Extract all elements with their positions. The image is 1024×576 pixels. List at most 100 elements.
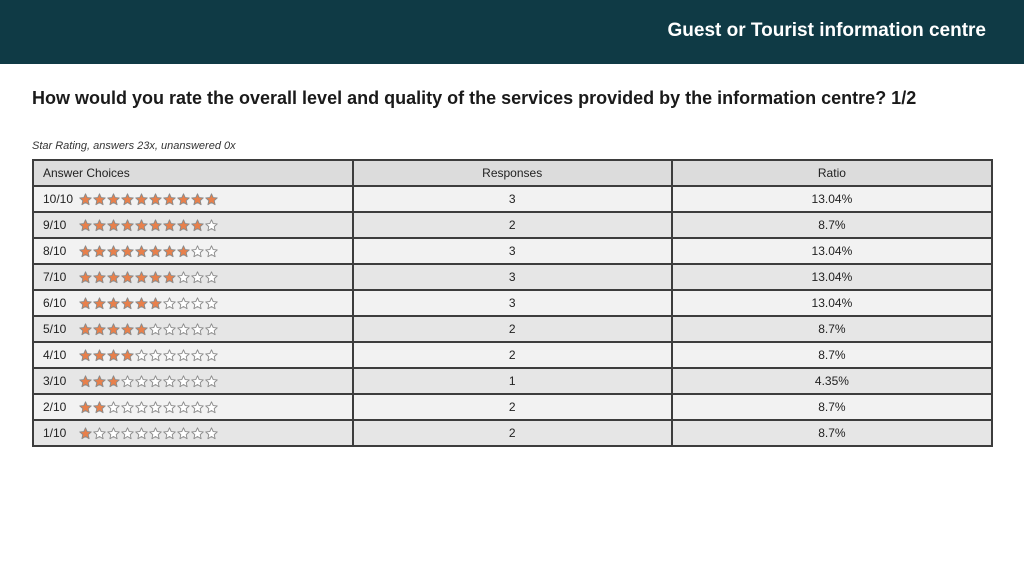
star-filled-icon bbox=[163, 218, 176, 231]
star-filled-icon bbox=[177, 192, 190, 205]
star-filled-icon bbox=[135, 322, 148, 335]
ratio-cell: 13.04% bbox=[670, 263, 994, 291]
responses-cell: 2 bbox=[351, 211, 673, 239]
responses-cell: 2 bbox=[351, 341, 673, 369]
star-empty-icon bbox=[191, 400, 204, 413]
star-filled-icon bbox=[79, 374, 92, 387]
table-header-row: Answer Choices Responses Ratio bbox=[32, 159, 994, 187]
star-filled-icon bbox=[79, 348, 92, 361]
star-empty-icon bbox=[177, 296, 190, 309]
star-filled-icon bbox=[121, 192, 134, 205]
table-row: 2/10 2 8.7% bbox=[32, 393, 994, 421]
table-row: 4/10 2 8.7% bbox=[32, 341, 994, 369]
star-filled-icon bbox=[177, 244, 190, 257]
ratio-cell: 8.7% bbox=[670, 341, 994, 369]
star-filled-icon bbox=[107, 296, 120, 309]
table-row: 6/10 3 13.04% bbox=[32, 289, 994, 317]
star-filled-icon bbox=[121, 348, 134, 361]
question-subtitle: Star Rating, answers 23x, unanswered 0x bbox=[32, 140, 236, 152]
star-filled-icon bbox=[149, 218, 162, 231]
star-empty-icon bbox=[205, 348, 218, 361]
answer-choice-label: 6/10 bbox=[43, 296, 67, 310]
star-empty-icon bbox=[191, 244, 204, 257]
star-empty-icon bbox=[191, 296, 204, 309]
results-table: Answer Choices Responses Ratio 10/10 3 13.… bbox=[32, 159, 994, 447]
star-filled-icon bbox=[135, 192, 148, 205]
answer-choice-cell: 10/10 bbox=[32, 185, 354, 213]
star-empty-icon bbox=[149, 322, 162, 335]
star-filled-icon bbox=[149, 244, 162, 257]
star-filled-icon bbox=[79, 426, 92, 439]
star-filled-icon bbox=[163, 192, 176, 205]
table-row: 8/10 3 13.04% bbox=[32, 237, 994, 265]
star-empty-icon bbox=[191, 322, 204, 335]
star-filled-icon bbox=[135, 218, 148, 231]
star-rating bbox=[79, 218, 218, 232]
answer-choice-cell: 7/10 bbox=[32, 263, 354, 291]
answer-choice-cell: 6/10 bbox=[32, 289, 354, 317]
answer-choice-cell: 9/10 bbox=[32, 211, 354, 239]
answer-choice-label: 5/10 bbox=[43, 322, 67, 336]
star-empty-icon bbox=[205, 374, 218, 387]
star-rating bbox=[79, 244, 218, 258]
responses-cell: 2 bbox=[351, 393, 673, 421]
star-rating bbox=[79, 296, 218, 310]
star-filled-icon bbox=[79, 296, 92, 309]
ratio-cell: 8.7% bbox=[670, 419, 994, 447]
star-rating bbox=[79, 426, 218, 440]
star-filled-icon bbox=[93, 244, 106, 257]
star-empty-icon bbox=[149, 348, 162, 361]
star-filled-icon bbox=[93, 270, 106, 283]
star-filled-icon bbox=[107, 322, 120, 335]
star-empty-icon bbox=[177, 426, 190, 439]
answer-choice-cell: 5/10 bbox=[32, 315, 354, 343]
responses-cell: 3 bbox=[351, 185, 673, 213]
star-empty-icon bbox=[149, 374, 162, 387]
star-empty-icon bbox=[107, 426, 120, 439]
star-empty-icon bbox=[163, 348, 176, 361]
table-row: 5/10 2 8.7% bbox=[32, 315, 994, 343]
star-empty-icon bbox=[121, 426, 134, 439]
responses-cell: 3 bbox=[351, 263, 673, 291]
answer-choice-label: 7/10 bbox=[43, 270, 67, 284]
responses-cell: 2 bbox=[351, 419, 673, 447]
star-empty-icon bbox=[205, 322, 218, 335]
answer-choice-label: 8/10 bbox=[43, 244, 67, 258]
star-filled-icon bbox=[93, 218, 106, 231]
table-row: 9/10 2 8.7% bbox=[32, 211, 994, 239]
star-empty-icon bbox=[177, 270, 190, 283]
star-rating bbox=[79, 348, 218, 362]
star-empty-icon bbox=[163, 426, 176, 439]
responses-cell: 2 bbox=[351, 315, 673, 343]
header-answer-choices: Answer Choices bbox=[32, 159, 354, 187]
star-empty-icon bbox=[163, 296, 176, 309]
star-filled-icon bbox=[149, 296, 162, 309]
header-bar: Guest or Tourist information centre bbox=[0, 0, 1024, 64]
star-filled-icon bbox=[135, 296, 148, 309]
answer-choice-label: 1/10 bbox=[43, 426, 67, 440]
star-empty-icon bbox=[205, 244, 218, 257]
ratio-cell: 13.04% bbox=[670, 237, 994, 265]
star-empty-icon bbox=[177, 348, 190, 361]
star-filled-icon bbox=[135, 270, 148, 283]
star-filled-icon bbox=[163, 270, 176, 283]
star-empty-icon bbox=[149, 400, 162, 413]
answer-choice-cell: 1/10 bbox=[32, 419, 354, 447]
answer-choice-label: 10/10 bbox=[43, 192, 74, 206]
star-empty-icon bbox=[135, 426, 148, 439]
star-empty-icon bbox=[205, 426, 218, 439]
header-responses: Responses bbox=[351, 159, 673, 187]
star-empty-icon bbox=[93, 426, 106, 439]
star-empty-icon bbox=[107, 400, 120, 413]
star-filled-icon bbox=[191, 218, 204, 231]
ratio-cell: 8.7% bbox=[670, 393, 994, 421]
star-empty-icon bbox=[163, 400, 176, 413]
star-filled-icon bbox=[107, 348, 120, 361]
table-row: 1/10 2 8.7% bbox=[32, 419, 994, 447]
star-filled-icon bbox=[93, 400, 106, 413]
star-rating bbox=[79, 322, 218, 336]
ratio-cell: 8.7% bbox=[670, 315, 994, 343]
star-empty-icon bbox=[191, 348, 204, 361]
star-filled-icon bbox=[79, 322, 92, 335]
star-filled-icon bbox=[205, 192, 218, 205]
